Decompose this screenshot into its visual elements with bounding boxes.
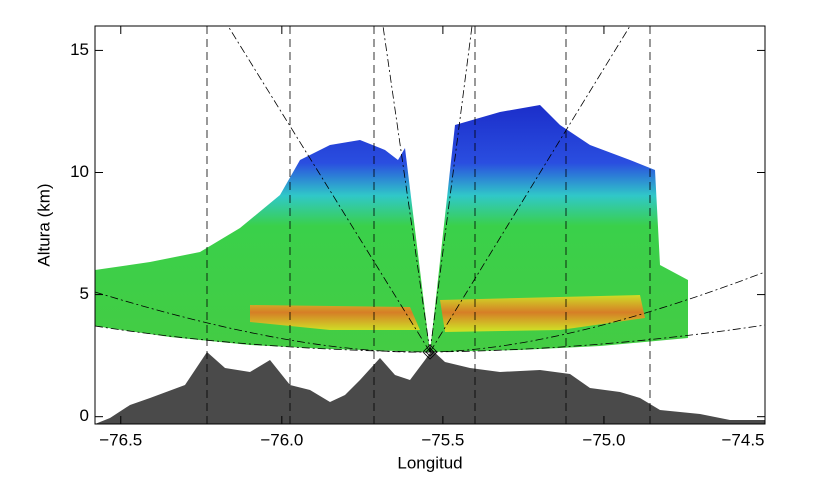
y-tick-label: 10	[70, 162, 89, 181]
x-tick-label: −75.5	[421, 430, 464, 449]
echo-left	[95, 140, 430, 352]
terrain	[95, 350, 765, 424]
y-tick-label: 0	[80, 406, 89, 425]
x-tick-label: −76.0	[260, 430, 303, 449]
echo-band-left	[250, 305, 420, 330]
x-tick-label: −76.5	[99, 430, 142, 449]
echo-right	[430, 105, 688, 352]
x-tick-label: −74.5	[721, 430, 764, 449]
echo-band-right	[440, 295, 645, 332]
y-tick-label: 15	[70, 40, 89, 59]
plot-frame	[94, 25, 766, 425]
scan-lines	[94, 25, 766, 424]
y-tick-label: 5	[80, 284, 89, 303]
x-tick-label: −75.0	[582, 430, 625, 449]
x-axis-label: Longitud	[397, 453, 462, 472]
beam-line	[429, 25, 473, 353]
y-axis-label: Altura (km)	[34, 183, 53, 266]
beam-line	[382, 25, 431, 353]
radar-site	[422, 344, 438, 360]
echo	[95, 105, 688, 352]
beam-arc	[94, 271, 766, 353]
